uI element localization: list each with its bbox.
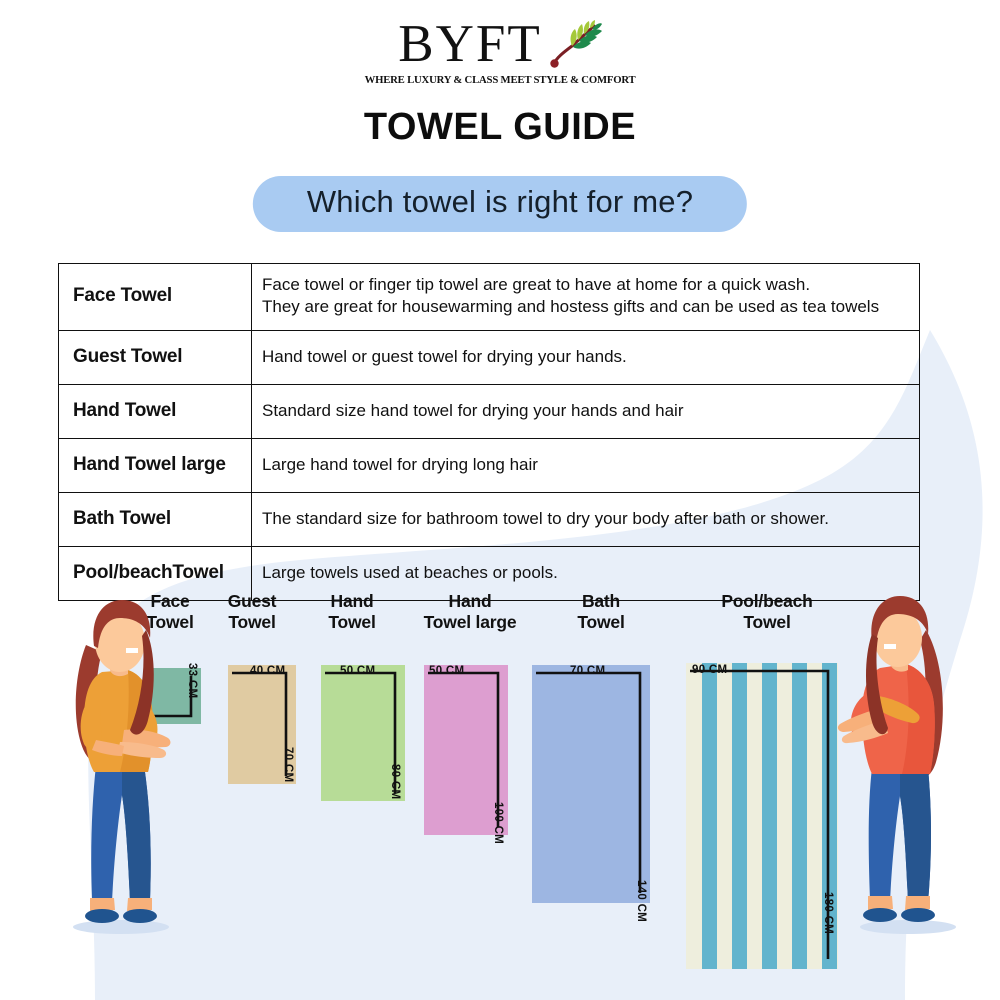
chart-label-guest-towel: Guest Towel	[207, 591, 297, 632]
woman-holding-pool-towel-illustration	[837, 596, 956, 934]
towel-swatch-hand-towel-large	[424, 665, 508, 835]
table-row: Face Towel Face towel or finger tip towe…	[58, 263, 920, 331]
dim-width-pool-beach-towel: 90 CM	[692, 664, 728, 676]
dimension-bracket-face-towel	[149, 676, 193, 718]
dimension-bracket-hand-towel	[325, 671, 397, 793]
towel-swatch-guest-towel	[228, 665, 296, 784]
label-line-1: Guest	[227, 591, 277, 611]
dim-height-hand-towel: 80 CM	[389, 764, 401, 800]
dim-width-hand-towel-large: 50 CM	[429, 665, 465, 677]
row-name-hand-towel: Hand Towel	[58, 384, 252, 439]
brand-name: BYFT	[398, 15, 542, 73]
label-line-2: Towel	[228, 611, 276, 632]
label-line-2: Towel	[146, 611, 194, 632]
towel-size-chart: Face Towel Guest Towel Hand Towel Hand T…	[0, 560, 1000, 1000]
dim-height-guest-towel: 70 CM	[282, 747, 294, 783]
row-name-bath-towel: Bath Towel	[58, 492, 252, 547]
towel-swatch-hand-towel	[321, 665, 405, 801]
dimension-bracket-bath-towel	[536, 671, 642, 893]
dim-width-hand-towel: 50 CM	[340, 665, 376, 677]
table-row: Guest Towel Hand towel or guest towel fo…	[58, 330, 920, 385]
chart-label-bath-towel: Bath Towel	[556, 591, 646, 632]
question-text: Which towel is right for me?	[306, 184, 694, 219]
table-row: Bath Towel The standard size for bathroo…	[58, 492, 920, 547]
chart-label-face-towel: Face Towel	[125, 591, 215, 632]
towel-swatch-pool-beach-towel	[686, 663, 838, 969]
table-row: Pool/beachTowel Large towels used at bea…	[58, 546, 920, 601]
table-row: Hand Towel large Large hand towel for dr…	[58, 438, 920, 493]
label-line-2: Towel	[328, 611, 376, 632]
row-name-guest-towel: Guest Towel	[58, 330, 252, 385]
label-line-2: Towel	[743, 611, 791, 632]
desc-line: They are great for housewarming and host…	[262, 297, 880, 316]
woman-holding-face-towel-illustration	[73, 600, 171, 934]
table-row: Hand Towel Standard size hand towel for …	[58, 384, 920, 439]
label-line-2: Towel	[577, 611, 625, 632]
row-desc-hand-towel-large: Large hand towel for drying long hair	[251, 438, 920, 493]
towel-swatch-face-towel	[145, 668, 201, 724]
page-title: TOWEL GUIDE	[363, 106, 637, 148]
label-line-1: Face	[150, 591, 190, 611]
question-pill: Which towel is right for me?	[252, 176, 748, 233]
chart-label-hand-towel: Hand Towel	[307, 591, 397, 632]
dimension-bracket-guest-towel	[232, 671, 288, 776]
towel-swatch-bath-towel	[532, 665, 650, 903]
chart-label-pool-beach-towel: Pool/beach Towel	[700, 591, 834, 632]
label-line-2: Towel large	[423, 611, 517, 632]
row-name-hand-towel-large: Hand Towel large	[58, 438, 252, 493]
dim-width-bath-towel: 70 CM	[570, 665, 606, 677]
dim-height-bath-towel: 140 CM	[635, 880, 647, 923]
row-desc-face-towel: Face towel or finger tip towel are great…	[251, 263, 920, 331]
row-desc-bath-towel: The standard size for bathroom towel to …	[251, 492, 920, 547]
towel-definition-table: Face Towel Face towel or finger tip towe…	[58, 263, 920, 601]
desc-line: Face towel or finger tip towel are great…	[262, 275, 811, 295]
dim-height-face-towel: 33 CM	[186, 663, 198, 699]
label-line-1: Hand	[448, 591, 492, 611]
brand-tagline: WHERE LUXURY & CLASS MEET STYLE & COMFOR…	[364, 75, 636, 86]
row-name-face-towel: Face Towel	[58, 263, 252, 331]
chart-label-hand-towel-large: Hand Towel large	[400, 591, 540, 632]
dim-width-guest-towel: 40 CM	[250, 665, 286, 677]
label-line-1: Bath	[581, 591, 621, 611]
row-desc-pool-beach-towel: Large towels used at beaches or pools.	[251, 546, 920, 601]
striped-towel-graphic	[686, 663, 838, 969]
dim-height-pool-beach-towel: 180 CM	[822, 892, 834, 935]
dimension-bracket-hand-towel-large	[428, 671, 500, 827]
row-desc-hand-towel: Standard size hand towel for drying your…	[251, 384, 920, 439]
wheat-sprig-icon	[550, 20, 602, 68]
brand-header: BYFT WHE	[0, 15, 1000, 87]
dim-height-hand-towel-large: 100 CM	[492, 802, 504, 845]
label-line-1: Hand	[330, 591, 374, 611]
label-line-1: Pool/beach	[721, 591, 813, 611]
row-desc-guest-towel: Hand towel or guest towel for drying you…	[251, 330, 920, 385]
row-name-pool-beach-towel: Pool/beachTowel	[58, 546, 252, 601]
